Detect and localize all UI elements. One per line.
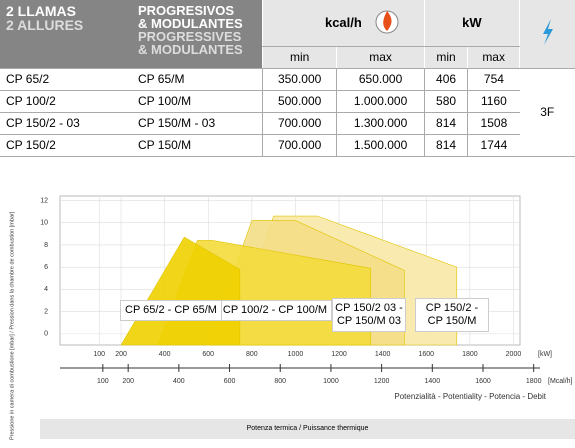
head: PROGRESIVOS bbox=[138, 3, 235, 18]
subhead: min bbox=[261, 46, 337, 69]
x-tick-label: 1600 bbox=[418, 351, 434, 358]
footer: Potenza termica / Puissance thermique bbox=[40, 419, 575, 439]
x-tick-label: 600 bbox=[202, 351, 214, 358]
power-icon bbox=[542, 19, 553, 46]
cell: 1.500.000 bbox=[336, 134, 425, 157]
head: PROGRESSIVES bbox=[138, 29, 242, 44]
x-tick-label: 200 bbox=[115, 351, 127, 358]
cell: CP 65/M bbox=[132, 68, 263, 91]
x2-tick-label: 1000 bbox=[323, 378, 339, 385]
x-unit: [kW] bbox=[538, 351, 552, 358]
cell: CP 65/2 bbox=[0, 68, 132, 91]
x-tick-label: 100 bbox=[93, 351, 105, 358]
cell: 700.000 bbox=[261, 134, 337, 157]
subhead: max bbox=[467, 46, 520, 69]
cell: 350.000 bbox=[261, 68, 337, 91]
cell: 1508 bbox=[467, 112, 520, 135]
cell: CP 150/2 bbox=[0, 134, 132, 157]
unit: kcal/h bbox=[324, 15, 362, 31]
head: 2 ALLURES bbox=[6, 17, 84, 33]
cell: 814 bbox=[423, 112, 468, 135]
cell: 1.300.000 bbox=[336, 112, 425, 135]
y-tick-label: 8 bbox=[44, 242, 48, 249]
y-tick-label: 6 bbox=[44, 264, 48, 271]
flame-icon bbox=[375, 10, 399, 34]
cell: CP 100/M bbox=[132, 90, 263, 113]
cell: 1160 bbox=[467, 90, 520, 113]
cell: CP 150/M - 03 bbox=[132, 112, 263, 135]
x-tick-label: 2000 bbox=[506, 351, 522, 358]
y-tick-label: 4 bbox=[44, 286, 48, 293]
field-label: CP 65/2 - CP 65/M bbox=[120, 300, 222, 321]
cell: CP 150/2 - 03 bbox=[0, 112, 132, 135]
x-tick-label: 400 bbox=[159, 351, 171, 358]
cell: 650.000 bbox=[336, 68, 425, 91]
subhead: max bbox=[336, 46, 425, 69]
unit: kW bbox=[462, 15, 482, 31]
cell: 500.000 bbox=[261, 90, 337, 113]
y-tick-label: 10 bbox=[40, 220, 48, 227]
x-tick-label: 1200 bbox=[331, 351, 347, 358]
head: 2 LLAMAS bbox=[6, 3, 76, 19]
x2-tick-label: 1600 bbox=[475, 378, 491, 385]
spec-table: 2 LLAMAS 2 ALLURES PROGRESIVOS & MODULANTE… bbox=[0, 0, 575, 157]
x-tick-label: 1000 bbox=[288, 351, 304, 358]
x2-tick-label: 600 bbox=[224, 378, 236, 385]
cell: 1744 bbox=[467, 134, 520, 157]
x2-tick-label: 1200 bbox=[374, 378, 390, 385]
x2-unit: [Mcal/h] bbox=[548, 378, 573, 385]
cell: CP 100/2 bbox=[0, 90, 132, 113]
field-label: CP 150/2 03 - CP 150/M 03 bbox=[332, 298, 406, 332]
x-tick-label: 1800 bbox=[462, 351, 478, 358]
field-label: CP 150/2 - CP 150/M bbox=[415, 298, 489, 332]
head: & MODULANTES bbox=[138, 16, 243, 31]
cell: CP 150/M bbox=[132, 134, 263, 157]
x-tick-label: 800 bbox=[246, 351, 258, 358]
x-label: Potenzialità - Potentiality - Potencia -… bbox=[394, 392, 546, 401]
cell: 1.000.000 bbox=[336, 90, 425, 113]
cell: 700.000 bbox=[261, 112, 337, 135]
cell: 406 bbox=[423, 68, 468, 91]
y-label: Pressione in camera di combustione [mbar… bbox=[9, 211, 15, 440]
cell: 580 bbox=[423, 90, 468, 113]
cell: 754 bbox=[467, 68, 520, 91]
cell: 814 bbox=[423, 134, 468, 157]
x2-tick-label: 400 bbox=[173, 378, 185, 385]
head: & MODULANTES bbox=[138, 42, 243, 57]
y-tick-label: 2 bbox=[44, 308, 48, 315]
x2-tick-label: 200 bbox=[122, 378, 134, 385]
field-label: CP 100/2 - CP 100/M bbox=[218, 300, 332, 321]
x2-tick-label: 800 bbox=[274, 378, 286, 385]
x-tick-label: 1400 bbox=[375, 351, 391, 358]
x2-tick-label: 1800 bbox=[526, 378, 542, 385]
x2-tick-label: 100 bbox=[97, 378, 109, 385]
y-tick-label: 12 bbox=[40, 197, 48, 204]
y-tick-label: 0 bbox=[44, 331, 48, 338]
subhead: min bbox=[423, 46, 468, 69]
phase: 3F bbox=[519, 68, 575, 157]
x2-tick-label: 1400 bbox=[425, 378, 441, 385]
